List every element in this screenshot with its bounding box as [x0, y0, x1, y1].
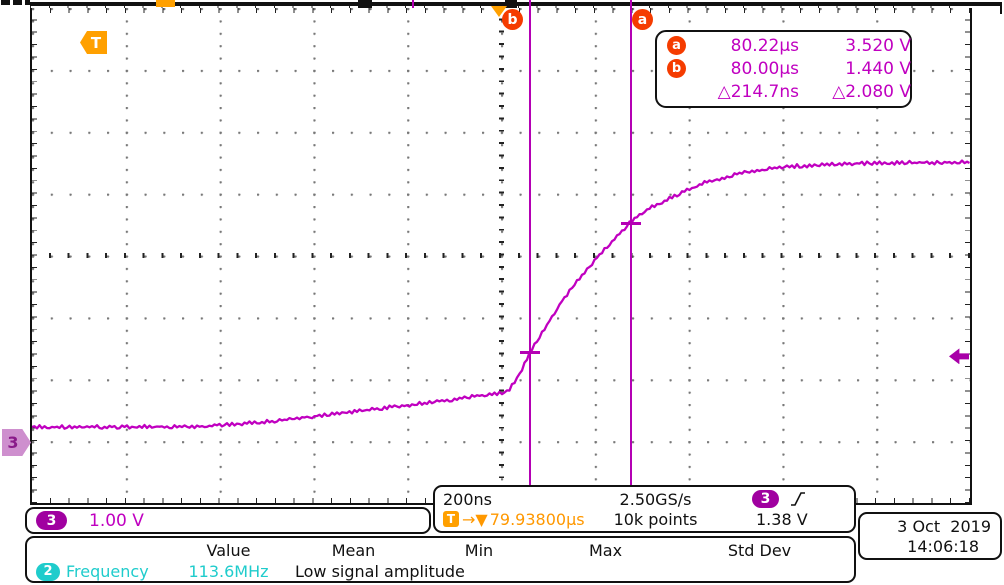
cursor-b-letter: b — [507, 11, 518, 28]
trigger-source: 3 — [718, 490, 846, 508]
column-header-mean: Mean — [331, 541, 376, 560]
clipped-orange-indicator — [156, 0, 175, 7]
column-header-max: Max — [588, 541, 623, 560]
record-view-cursor-tick[interactable] — [412, 0, 414, 8]
horizontal-trigger-box[interactable]: 200ns 2.50GS/s 3 T →▼ 79.93800µs 10k point… — [433, 485, 856, 533]
cursor-a-readout-badge: a — [667, 36, 686, 55]
trigger-t-tag[interactable]: T — [80, 31, 107, 54]
cursor-a-time: 80.22µs — [730, 35, 799, 56]
cursor-b-line[interactable] — [529, 0, 532, 503]
waveform-plot — [32, 159, 970, 430]
trigger-position-readout: T →▼ 79.93800µs — [443, 510, 593, 529]
column-header-value: Value — [206, 541, 251, 560]
trigger-position-value: 79.93800µs — [489, 509, 585, 529]
clipped-logo-fragment — [1, 0, 10, 5]
trigger-t-label: T — [90, 33, 102, 52]
cursor-b-badge[interactable]: b — [502, 9, 523, 30]
cursor-a-line[interactable] — [629, 0, 632, 503]
cursor-delta-value: △2.080 V — [832, 81, 911, 102]
column-header-min: Min — [464, 541, 494, 560]
date-readout: 3 Oct 2019 — [897, 516, 991, 536]
channel-3-scale-box[interactable]: 3 1.00 V — [25, 507, 431, 534]
channel3-waveform — [32, 159, 970, 430]
measurement-table[interactable]: Value Mean Min Max Std Dev 2 Frequency 1… — [25, 536, 856, 583]
rising-edge-slope-icon — [791, 492, 805, 506]
trigger-arrows: →▼ — [462, 509, 488, 529]
channel-3-marker-label: 3 — [7, 433, 19, 452]
cursor-a-badge[interactable]: a — [632, 9, 653, 30]
cursor-b-readout-badge: b — [667, 59, 686, 78]
measurement-name: Frequency — [66, 562, 149, 581]
cursor-b-time: 80.00µs — [730, 58, 799, 79]
trigger-position-marker[interactable] — [491, 6, 507, 17]
measurement-note: Low signal amplitude — [295, 562, 465, 581]
record-view-bar-end — [1000, 2, 1002, 14]
cursor-readout-box: a 80.22µs 3.520 V b 80.00µs 1.440 V △214… — [655, 30, 912, 108]
record-view-window-bracket — [358, 0, 372, 8]
cursor-b-crossing-tick — [520, 351, 541, 355]
column-header-stddev: Std Dev — [727, 541, 792, 560]
clipped-logo-fragment — [25, 0, 30, 5]
clipped-logo-fragment — [13, 0, 22, 5]
cursor-delta-time: △214.7ns — [717, 81, 799, 102]
trigger-source-channel-badge: 3 — [752, 490, 779, 508]
channel-2-badge: 2 — [36, 562, 60, 581]
cursor-a-letter: a — [637, 11, 648, 28]
datetime-box: 3 Oct 2019 14:06:18 — [858, 512, 1002, 560]
sample-rate-readout: 2.50GS/s — [619, 489, 692, 509]
cursor-b-value: 1.440 V — [845, 58, 911, 79]
timebase-readout: 200ns — [443, 489, 493, 509]
channel-3-marker[interactable]: 3 — [2, 429, 31, 456]
cursor-a-value: 3.520 V — [845, 35, 911, 56]
record-length-readout: 10k points — [613, 509, 698, 529]
measurement-row-name: 2 Frequency — [31, 562, 166, 581]
measurement-value: 113.6MHz — [188, 562, 269, 581]
channel-3-scale: 1.00 V — [89, 510, 144, 531]
trigger-t-icon: T — [443, 511, 459, 527]
cursor-a-crossing-tick — [620, 222, 641, 226]
channel-3-badge: 3 — [36, 511, 67, 530]
trigger-level-readout: 1.38 V — [756, 509, 808, 529]
record-view-window-bracket — [505, 0, 517, 8]
time-readout: 14:06:18 — [907, 536, 979, 556]
graticule-center-horizontal-axis — [32, 253, 970, 258]
